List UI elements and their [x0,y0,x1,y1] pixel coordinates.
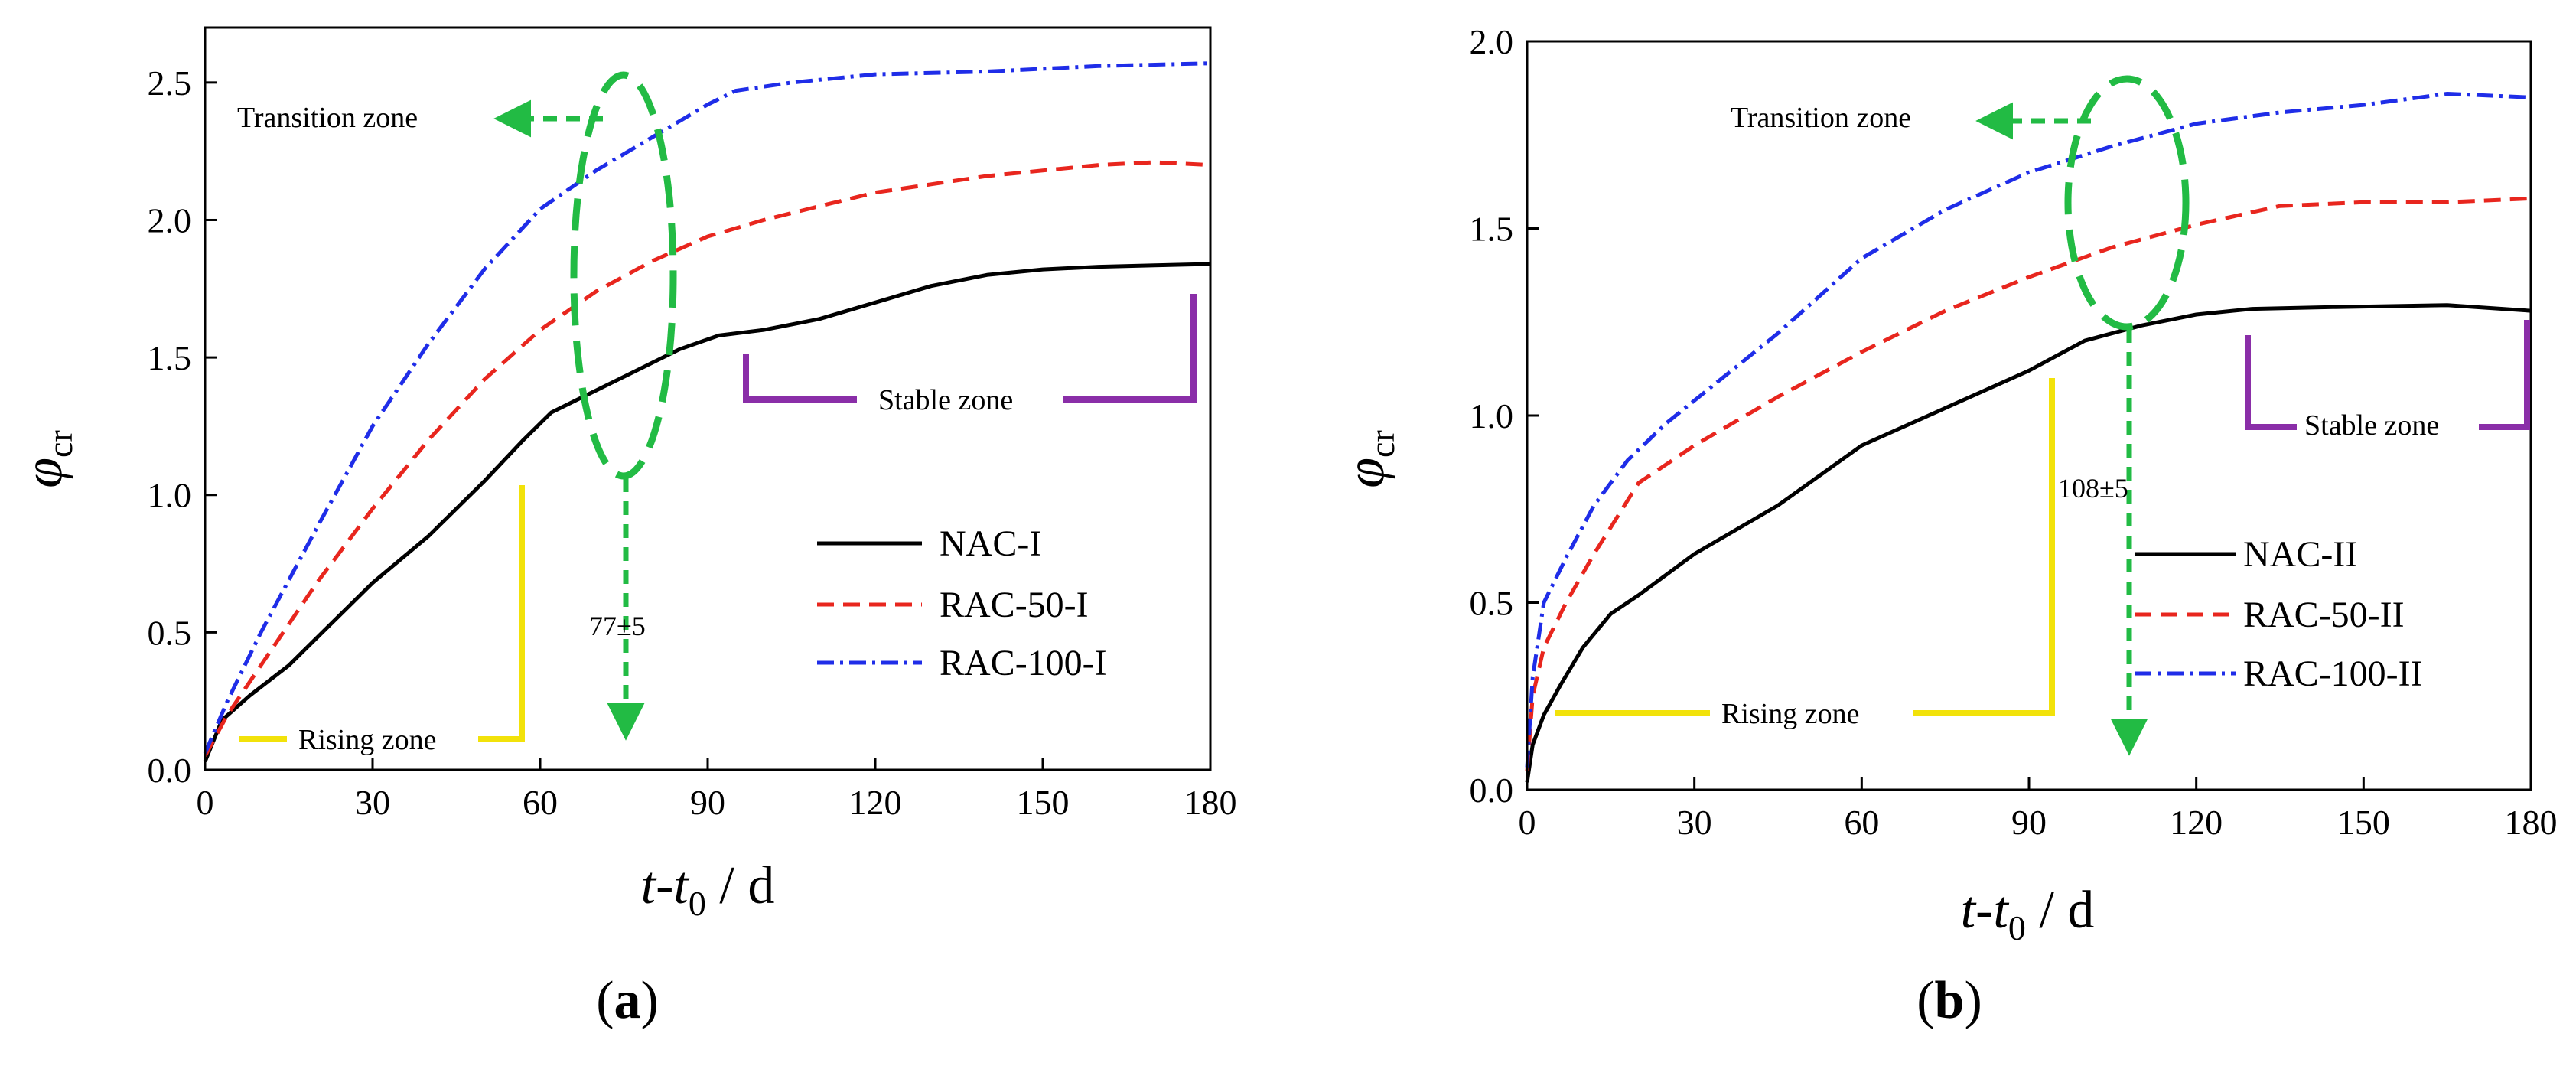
y-tick-label: 2.0 [148,200,192,240]
panel-b-critical-label: 108±5 [2058,473,2128,504]
y-tick-label: 0.0 [1470,771,1514,810]
panel-b-label: (b) [1917,971,1982,1030]
legend-label-nac-i: NAC-I [940,523,1041,564]
x-tick-label: 90 [2011,803,2047,842]
series-line-rac-50-i [203,160,1211,758]
panel-b-legend: NAC-II RAC-50-II RAC-100-II [2135,534,2423,694]
series-line-rac-100-ii [1525,92,2532,768]
series-line-nac-ii [1525,303,2532,783]
panel-a-critical-label: 77±5 [589,611,646,641]
x-tick-label: 60 [523,783,558,822]
y-tick-label: 1.0 [148,476,192,515]
x-tick-label: 30 [1677,803,1712,842]
y-tick-label: 1.0 [1470,396,1514,435]
x-tick-label: 120 [2170,803,2223,842]
panel-b-y-axis-title: φcr [1334,430,1402,488]
x-tick-label: 120 [849,783,902,822]
panel-a: 0 30 60 90 120 150 180 0.0 0.5 1.0 1.5 2.0 2.5 Trans… [12,26,1237,1030]
x-tick-label: 90 [690,783,725,822]
panel-b-transition-label: Transition zone [1731,102,1911,134]
x-tick-label: 0 [197,783,214,822]
y-tick-label: 2.5 [148,64,192,103]
series-line-rac-50-ii [1525,196,2532,771]
panel-a-stable-bracket [743,354,857,403]
panel-a-series [203,61,1211,763]
panel-b-x-axis-title: t-t0 / d [1961,881,2095,947]
panel-a-rising-bracket [478,485,525,742]
y-tick-label: 2.0 [1470,22,1514,61]
panel-b: 0 30 60 90 120 150 180 0.0 0.5 1.0 1.5 2.0 Transiti… [1334,22,2558,1030]
panel-a-transition-label: Transition zone [237,102,418,134]
panel-a-legend: NAC-I RAC-50-I RAC-100-I [817,523,1107,683]
y-tick-label: 1.5 [148,338,192,377]
legend-label-rac-50-i: RAC-50-I [940,585,1089,625]
series-line-nac-i [203,262,1211,763]
panel-b-rising-label: Rising zone [1721,698,1859,730]
legend-label-rac-50-ii: RAC-50-II [2243,595,2405,635]
panel-b-series [1525,92,2532,783]
y-tick-label: 0.5 [1470,584,1514,623]
legend-label-nac-ii: NAC-II [2243,534,2357,575]
panel-b-stable-bracket [2245,335,2297,430]
y-tick-label: 0.5 [148,613,192,652]
panel-a-ticks: 0 30 60 90 120 150 180 0.0 0.5 1.0 1.5 2.0 2.5 [148,64,1237,822]
panel-a-y-axis-title: φcr [12,430,80,488]
series-line-rac-100-i [203,61,1211,755]
panel-a-rising-label: Rising zone [298,724,436,756]
y-tick-label: 1.5 [1470,210,1514,249]
panel-a-transition-ellipse [570,71,677,480]
panel-b-transition-ellipse [2064,75,2190,331]
panel-a-stable-bracket-right [1063,294,1197,403]
panel-b-rising-bracket [1913,378,2055,716]
x-tick-label: 180 [1184,783,1237,822]
panel-b-stable-label: Stable zone [2304,409,2439,442]
y-tick-label: 0.0 [148,751,192,790]
x-tick-label: 150 [1017,783,1070,822]
panel-a-stable-label: Stable zone [878,384,1013,416]
x-tick-label: 150 [2337,803,2390,842]
legend-label-rac-100-ii: RAC-100-II [2243,654,2423,694]
x-tick-label: 180 [2505,803,2558,842]
panel-b-stable-bracket-right [2479,320,2530,430]
legend-label-rac-100-i: RAC-100-I [940,643,1107,683]
panel-a-label: (a) [596,971,659,1030]
x-tick-label: 30 [355,783,390,822]
panel-b-ticks: 0 30 60 90 120 150 180 0.0 0.5 1.0 1.5 2.0 [1470,22,2558,842]
x-tick-label: 60 [1844,803,1879,842]
panel-a-x-axis-title: t-t0 / d [641,856,775,923]
x-tick-label: 0 [1519,803,1536,842]
